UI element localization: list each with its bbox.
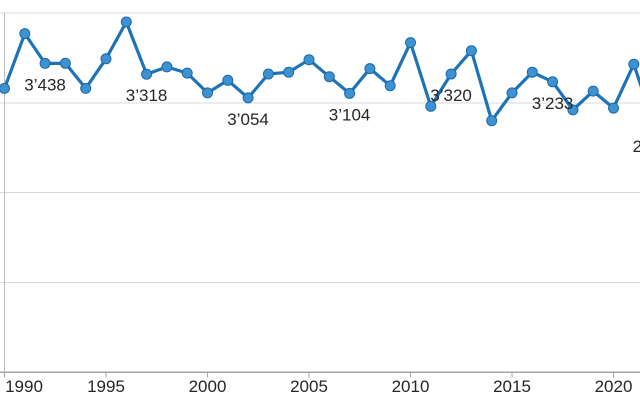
- data-point[interactable]: [344, 87, 356, 99]
- data-point[interactable]: [39, 57, 51, 69]
- data-point[interactable]: [141, 68, 153, 80]
- data-point[interactable]: [587, 85, 599, 97]
- data-markers: [0, 16, 640, 127]
- data-point[interactable]: [161, 61, 173, 73]
- data-point[interactable]: [608, 102, 619, 114]
- data-point[interactable]: [283, 66, 295, 78]
- data-point[interactable]: [202, 87, 213, 99]
- data-point[interactable]: [323, 71, 335, 83]
- gridlines: [0, 12, 640, 283]
- data-point[interactable]: [303, 54, 315, 66]
- data-point[interactable]: [364, 63, 376, 75]
- data-point[interactable]: [425, 100, 437, 112]
- data-point[interactable]: [80, 82, 92, 94]
- data-point[interactable]: [465, 45, 477, 57]
- point-labels: 3’438 3’318 3’054 3’104 3’320 3’233 2: [24, 75, 640, 156]
- data-point[interactable]: [19, 28, 31, 40]
- data-point[interactable]: [506, 87, 518, 99]
- point-value-label: 3’054: [227, 110, 269, 129]
- data-point[interactable]: [384, 80, 396, 92]
- data-point[interactable]: [120, 16, 132, 28]
- x-axis-label: 1995: [87, 377, 125, 396]
- x-axis-label: 2010: [392, 377, 430, 396]
- point-value-label: 2: [633, 137, 640, 156]
- data-point[interactable]: [59, 57, 71, 69]
- x-axis-label: 2020: [595, 377, 633, 396]
- data-point[interactable]: [100, 53, 112, 65]
- data-point[interactable]: [262, 68, 274, 80]
- data-point[interactable]: [242, 92, 254, 104]
- point-value-label: 3’320: [430, 86, 472, 105]
- point-value-label: 3’233: [532, 94, 574, 113]
- data-point[interactable]: [405, 37, 416, 49]
- axis: [0, 13, 640, 378]
- x-axis-label: 2005: [290, 377, 328, 396]
- data-point[interactable]: [547, 76, 559, 88]
- x-axis-label: 1990: [5, 377, 43, 396]
- data-point[interactable]: [628, 58, 640, 70]
- data-point[interactable]: [567, 104, 579, 116]
- x-axis-labels: 1990 1995 2000 2005 2010 2015 2020: [5, 377, 632, 396]
- data-point[interactable]: [486, 115, 498, 127]
- data-point[interactable]: [222, 74, 234, 86]
- point-value-label: 3’438: [24, 75, 66, 94]
- data-point[interactable]: [445, 68, 457, 80]
- x-axis-label: 2015: [493, 377, 531, 396]
- point-value-label: 3’318: [126, 86, 168, 105]
- x-axis-label: 2000: [189, 377, 227, 396]
- data-point[interactable]: [181, 67, 193, 79]
- data-point[interactable]: [526, 66, 538, 78]
- point-value-label: 3’104: [329, 105, 371, 124]
- data-point[interactable]: [0, 82, 10, 94]
